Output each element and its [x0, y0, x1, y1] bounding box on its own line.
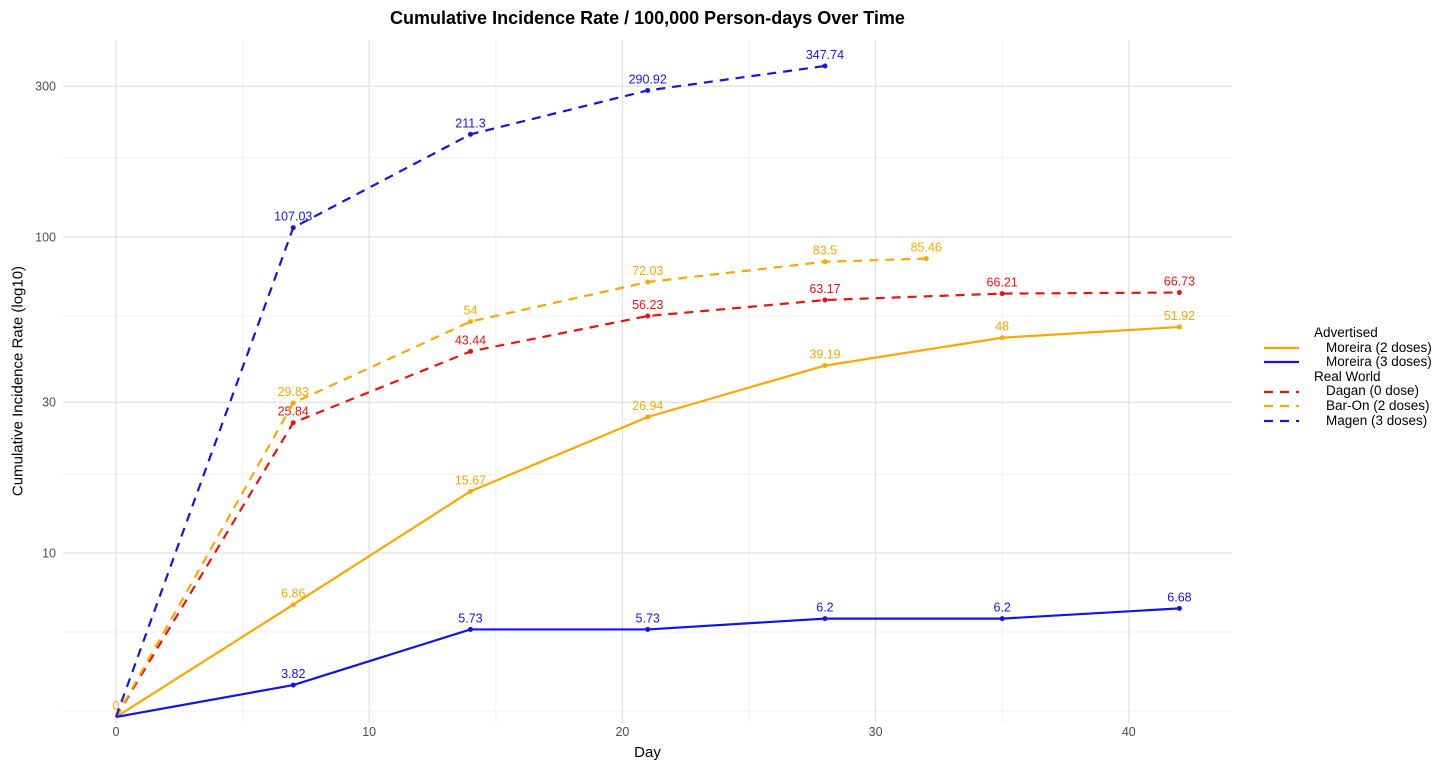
legend-key-line	[1264, 361, 1299, 364]
x-tick-label: 10	[362, 725, 376, 739]
data-label-moreira-2-doses: 26.94	[632, 399, 663, 413]
chart-title: Cumulative Incidence Rate / 100,000 Pers…	[390, 8, 905, 28]
data-point-bar-on-2-doses	[467, 319, 473, 325]
legend-item: Moreira (2 doses)	[1245, 339, 1456, 356]
data-label-moreira-3-doses: 6.2	[816, 601, 833, 615]
data-point-dagan-0-dose	[467, 348, 473, 354]
data-label-magen-3-doses: 107.03	[274, 210, 312, 224]
legend-key-line	[1264, 346, 1299, 349]
data-point-magen-3-doses	[645, 87, 651, 93]
y-axis-title: Cumulative Incidence Rate (log10)	[9, 265, 27, 497]
legend: Advertised Moreira (2 doses) Moreira (3 do…	[1245, 325, 1456, 429]
legend-key-line	[1264, 419, 1299, 422]
data-point-moreira-2-doses	[822, 363, 828, 369]
data-label-moreira-3-doses: 6.2	[994, 601, 1011, 615]
data-point-magen-3-doses	[822, 63, 828, 69]
y-tick-label: 30	[42, 396, 56, 410]
data-label-dagan-0-dose: 66.21	[987, 276, 1018, 290]
legend-item: Magen (3 doses)	[1245, 412, 1456, 429]
data-label-magen-3-doses: 290.92	[629, 72, 667, 86]
data-label-bar-on-2-doses: 83.5	[813, 244, 837, 258]
legend-item-label: Moreira (2 doses)	[1326, 339, 1432, 355]
data-point-moreira-2-doses	[467, 488, 473, 494]
legend-item-label: Bar-On (2 doses)	[1326, 397, 1430, 413]
data-point-moreira-3-doses	[290, 682, 296, 688]
data-label-moreira-3-doses: 5.73	[458, 611, 482, 625]
data-label-dagan-0-dose: 56.23	[632, 298, 663, 312]
y-tick-label: 100	[35, 231, 56, 245]
y-tick-label: 10	[42, 547, 56, 561]
legend-item: Moreira (3 doses)	[1245, 355, 1456, 370]
data-label-moreira-2-doses: 51.92	[1164, 309, 1195, 323]
data-point-moreira-3-doses	[645, 626, 651, 632]
data-point-moreira-2-doses	[290, 602, 296, 608]
data-label-bar-on-2-doses: 29.83	[278, 385, 309, 399]
data-label-bar-on-2-doses: 54	[464, 304, 478, 318]
data-label-dagan-0-dose: 63.17	[809, 282, 840, 296]
data-label-bar-on-2-doses: 72.03	[632, 264, 663, 278]
legend-item-label: Moreira (3 doses)	[1326, 354, 1432, 370]
data-label-moreira-3-doses: 6.68	[1167, 590, 1191, 604]
legend-item-label: Magen (3 doses)	[1326, 412, 1428, 428]
data-point-moreira-3-doses	[999, 616, 1005, 622]
data-label-dagan-0-dose: 43.44	[455, 333, 486, 347]
data-label-moreira-2-doses: 39.19	[809, 348, 840, 362]
series-line-moreira-2-doses	[115, 325, 1180, 718]
legend-key-line	[1264, 405, 1299, 408]
data-point-bar-on-2-doses	[822, 259, 828, 265]
data-point-moreira-2-doses	[999, 335, 1005, 341]
data-point-magen-3-doses	[467, 131, 473, 137]
data-point-magen-3-doses	[290, 225, 296, 231]
data-label-magen-3-doses: 211.3	[455, 116, 485, 130]
x-axis-title: Day	[634, 744, 661, 761]
data-label-bar-on-2-doses: 85.46	[911, 241, 942, 255]
data-point-bar-on-2-doses	[645, 279, 651, 285]
data-point-bar-on-2-doses	[923, 256, 929, 262]
legend-item-label: Dagan (0 dose)	[1326, 383, 1420, 399]
data-point-moreira-3-doses	[822, 616, 828, 622]
data-label-moreira-2-doses: 0	[113, 699, 120, 713]
data-point-moreira-3-doses	[1176, 605, 1182, 611]
x-tick-label: 40	[1122, 725, 1136, 739]
data-point-moreira-3-doses	[467, 626, 473, 632]
data-label-moreira-3-doses: 3.82	[281, 667, 305, 681]
data-label-moreira-2-doses: 48	[995, 320, 1009, 334]
series-line-bar-on-2-doses	[115, 257, 927, 718]
series-line-dagan-0-dose	[115, 291, 1180, 718]
data-point-dagan-0-dose	[1176, 290, 1182, 296]
data-point-dagan-0-dose	[645, 313, 651, 319]
legend-group-header: Advertised	[1314, 325, 1378, 340]
data-point-bar-on-2-doses	[290, 400, 296, 406]
x-tick-label: 30	[869, 725, 883, 739]
x-tick-label: 20	[615, 725, 629, 739]
x-tick-label: 0	[113, 725, 120, 739]
data-label-dagan-0-dose: 25.84	[278, 405, 309, 419]
data-label-dagan-0-dose: 66.73	[1164, 275, 1195, 289]
data-label-moreira-3-doses: 5.73	[636, 611, 660, 625]
data-point-moreira-2-doses	[1176, 324, 1182, 330]
legend-group-header: Real World	[1314, 368, 1381, 384]
y-tick-label: 300	[35, 80, 56, 94]
data-label-magen-3-doses: 347.74	[806, 48, 844, 62]
data-label-moreira-2-doses: 15.67	[455, 473, 486, 487]
data-point-dagan-0-dose	[822, 297, 828, 303]
legend-key-line	[1264, 390, 1299, 393]
legend-item: Bar-On (2 doses)	[1245, 397, 1456, 414]
data-point-dagan-0-dose	[290, 420, 296, 426]
data-point-moreira-2-doses	[645, 414, 651, 420]
data-point-dagan-0-dose	[999, 291, 1005, 297]
legend-item: Dagan (0 dose)	[1245, 384, 1456, 399]
data-label-moreira-2-doses: 6.86	[281, 587, 305, 601]
